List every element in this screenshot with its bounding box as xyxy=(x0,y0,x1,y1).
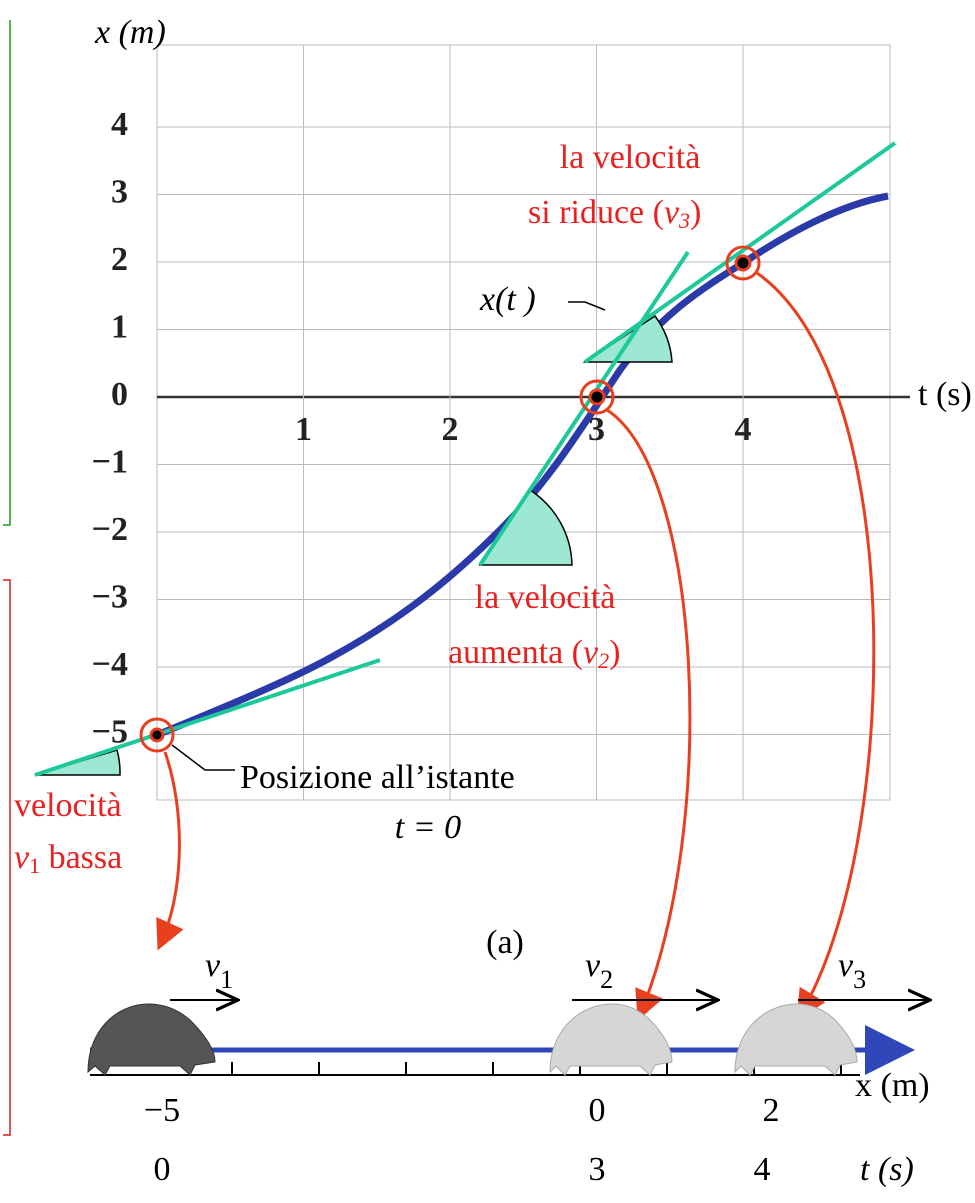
var: v xyxy=(205,947,221,984)
armadillos xyxy=(87,1003,858,1076)
velocity-label: v2 xyxy=(585,947,613,994)
annotation: v1 bassa xyxy=(14,839,122,878)
y-tick-label: 3 xyxy=(111,173,128,210)
sub: 3 xyxy=(853,965,866,994)
y-tick-label: −1 xyxy=(92,443,128,480)
t-value: 3 xyxy=(589,1151,606,1188)
annotation: la velocità xyxy=(475,579,616,616)
red-arrows xyxy=(156,271,876,1021)
number-line-ticks: −5 0 2 x (m) 0 3 4 t (s) xyxy=(144,1062,930,1188)
annotation: aumenta (v2) xyxy=(448,634,620,673)
x-tick-label: 4 xyxy=(735,411,752,448)
velocities: v1 v2 v3 xyxy=(170,947,930,1000)
x-tick-label: 1 xyxy=(295,411,312,448)
sub: 2 xyxy=(600,965,613,994)
x-label: x (m) xyxy=(855,1067,930,1104)
y-tick-label: −3 xyxy=(92,578,128,615)
x-tick-label: −5 xyxy=(144,1092,180,1129)
y-tick-label: 0 xyxy=(111,376,128,413)
velocity-label: v3 xyxy=(838,947,866,994)
x-tick-label: 2 xyxy=(763,1092,780,1129)
y-tick-label: −2 xyxy=(92,511,128,548)
annotation: si riduce (v3) xyxy=(528,194,701,233)
points xyxy=(139,245,761,753)
y-axis-label: x (m) xyxy=(94,14,166,51)
green-frame xyxy=(3,20,11,526)
red-frame xyxy=(3,579,11,1136)
tangent xyxy=(34,658,381,777)
grid-frame xyxy=(156,44,891,801)
x-tick-label: 3 xyxy=(588,411,605,448)
leader xyxy=(568,301,606,311)
var: v xyxy=(838,947,854,984)
tangent xyxy=(583,141,897,364)
t-value: 0 xyxy=(154,1151,171,1188)
annotation: la velocità xyxy=(560,139,701,176)
y-tick-label: −4 xyxy=(92,646,128,683)
velocity-label: v1 xyxy=(205,947,233,994)
t-value: 4 xyxy=(754,1151,771,1188)
t-label: t (s) xyxy=(860,1151,914,1188)
start-note: Posizione all’istante xyxy=(240,759,515,796)
x-tick-label: 2 xyxy=(442,411,459,448)
caption: (a) xyxy=(486,924,524,961)
curve-label: x(t ) xyxy=(479,281,536,318)
sub: 1 xyxy=(220,965,233,994)
var: v xyxy=(585,947,601,984)
y-tick-label: 2 xyxy=(111,241,128,278)
curve xyxy=(155,192,889,739)
leader xyxy=(171,744,235,771)
x-axis-label: t (s) xyxy=(918,376,972,413)
angle xyxy=(478,488,573,566)
y-tick-label: 4 xyxy=(111,106,128,143)
y-tick-label: 1 xyxy=(111,308,128,345)
annotation: velocità xyxy=(14,787,122,824)
start-note: t = 0 xyxy=(395,809,461,846)
x-tick-label: 0 xyxy=(589,1092,606,1129)
